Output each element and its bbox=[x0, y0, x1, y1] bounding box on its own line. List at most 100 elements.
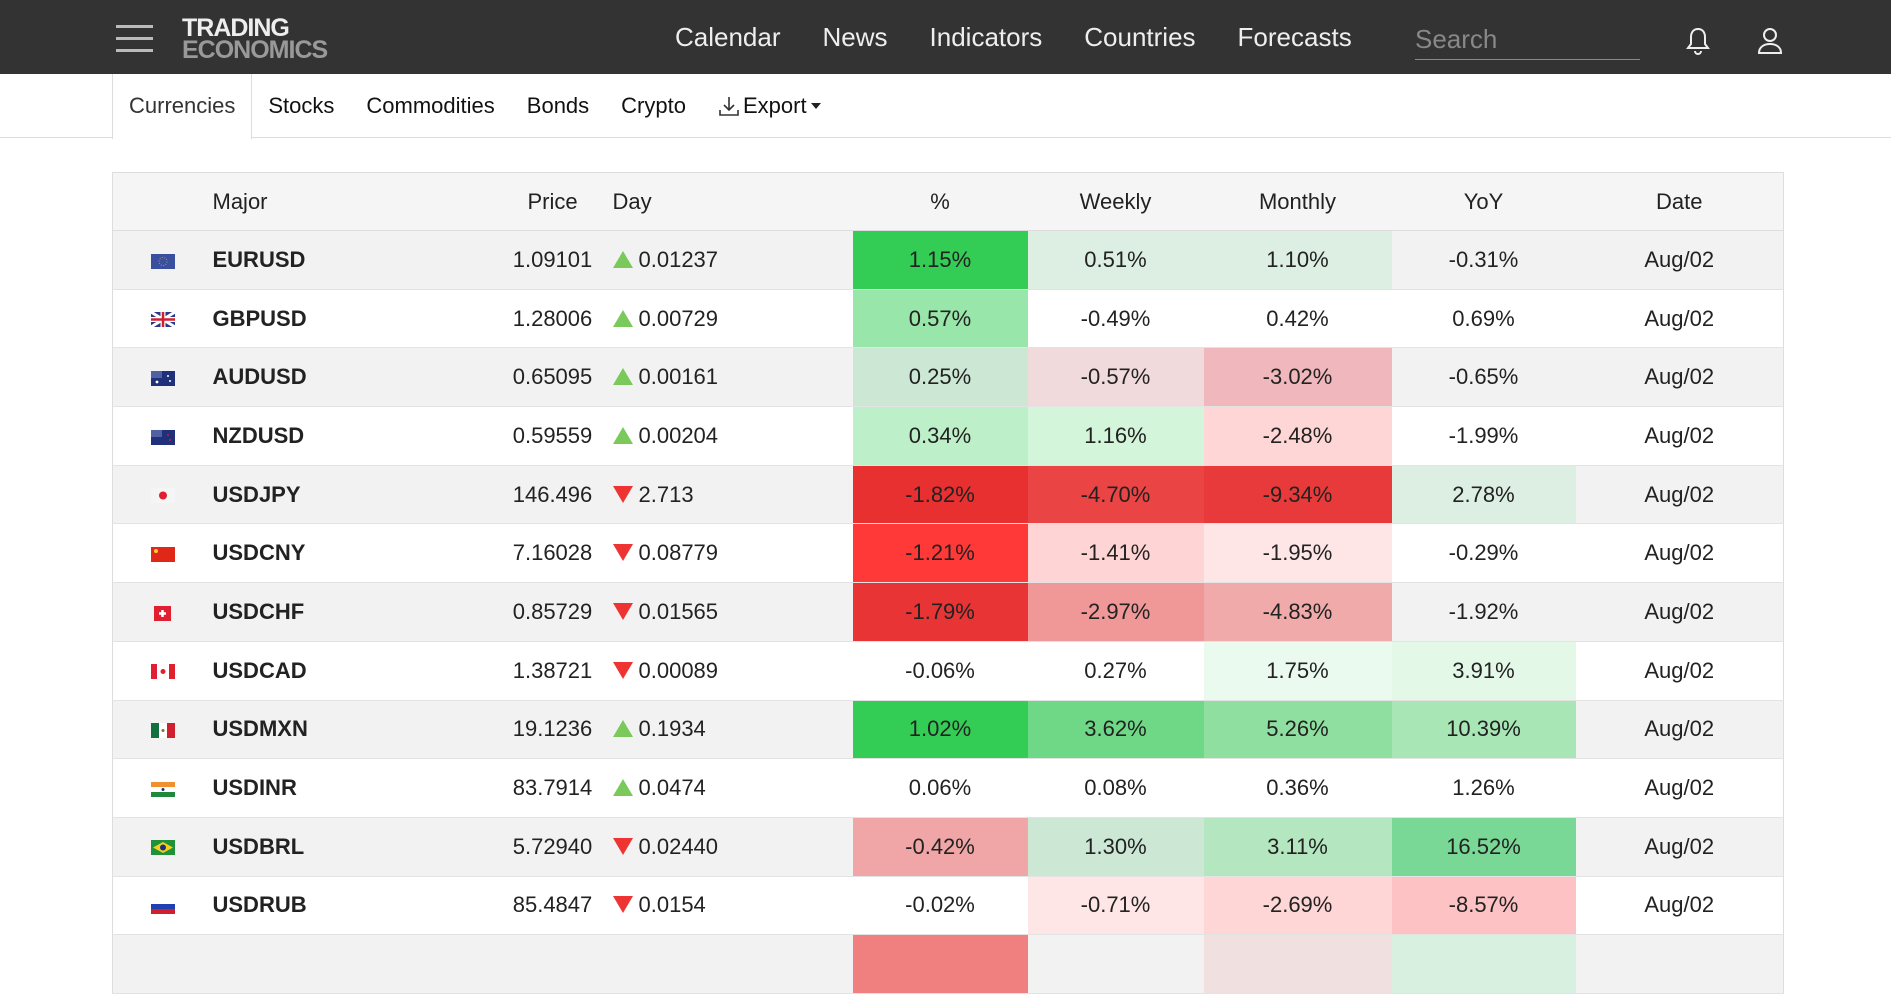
flag-icon-mx bbox=[150, 723, 175, 739]
symbol-link[interactable]: USDCNY bbox=[212, 523, 493, 584]
flag-icon-in bbox=[150, 781, 175, 797]
flag-icon-ch bbox=[153, 605, 171, 621]
pct-change: -1.21% bbox=[852, 523, 1028, 584]
day-change: 0.00089 bbox=[638, 657, 719, 683]
symbol-link[interactable]: USDCHF bbox=[212, 582, 493, 642]
bell-icon[interactable] bbox=[1685, 26, 1711, 56]
top-bar: TRADING ECONOMICS Calendar News Indicator… bbox=[0, 0, 1891, 74]
date: Aug/02 bbox=[1575, 465, 1784, 525]
arrow-down-icon bbox=[612, 485, 633, 503]
tab-commodities[interactable]: Commodities bbox=[366, 92, 495, 118]
nav-forecasts[interactable]: Forecasts bbox=[1237, 21, 1352, 52]
symbol-link[interactable]: GBPUSD bbox=[212, 289, 493, 349]
symbol-link[interactable]: AUDUSD bbox=[212, 347, 493, 408]
table-row[interactable]: EURUSD 1.09101 0.01237 1.15% 0.51% 1.10%… bbox=[112, 230, 1784, 290]
table-row[interactable]: USDRUB 85.4847 0.0154 -0.02% -0.71% -2.6… bbox=[112, 876, 1784, 936]
yoy-change: 10.39% bbox=[1391, 700, 1576, 760]
export-button[interactable]: Export bbox=[702, 74, 837, 138]
yoy-change: -0.29% bbox=[1391, 523, 1576, 584]
day-change: 0.00729 bbox=[638, 305, 719, 331]
table-row[interactable]: USDMXN 19.1236 0.1934 1.02% 3.62% 5.26% … bbox=[112, 700, 1784, 760]
weekly-change: 0.51% bbox=[1027, 230, 1204, 290]
col-price[interactable]: Price bbox=[492, 172, 613, 231]
tab-currencies[interactable]: Currencies bbox=[112, 73, 253, 139]
date: Aug/02 bbox=[1575, 876, 1784, 936]
yoy-change: -1.92% bbox=[1391, 582, 1576, 642]
pct-change: 0.34% bbox=[852, 406, 1028, 466]
symbol-link[interactable]: USDCAD bbox=[212, 641, 493, 701]
weekly-change: -2.97% bbox=[1027, 582, 1204, 642]
nav-calendar[interactable]: Calendar bbox=[675, 21, 781, 52]
arrow-up-icon bbox=[612, 309, 633, 327]
pct-change: 0.06% bbox=[852, 758, 1028, 818]
symbol-link[interactable]: USDRUB bbox=[212, 876, 493, 936]
col-major[interactable]: Major bbox=[212, 172, 493, 231]
pct-change: -1.79% bbox=[852, 582, 1028, 642]
tab-stocks[interactable]: Stocks bbox=[268, 92, 335, 118]
nav-countries[interactable]: Countries bbox=[1084, 21, 1196, 52]
price: 1.28006 bbox=[492, 289, 613, 349]
price: 0.65095 bbox=[492, 347, 613, 408]
arrow-down-icon bbox=[612, 544, 633, 562]
search-input[interactable] bbox=[1415, 24, 1640, 60]
price: 0.59559 bbox=[492, 406, 613, 466]
nav-indicators[interactable]: Indicators bbox=[929, 21, 1043, 52]
symbol-link[interactable]: USDBRL bbox=[212, 817, 493, 877]
col-date[interactable]: Date bbox=[1575, 172, 1784, 231]
yoy-change: -1.99% bbox=[1391, 406, 1576, 466]
symbol-link[interactable]: USDMXN bbox=[212, 700, 493, 760]
download-icon bbox=[719, 96, 739, 116]
tab-crypto[interactable]: Crypto bbox=[621, 92, 686, 118]
pct-change: -0.06% bbox=[852, 641, 1028, 701]
monthly-change: 0.36% bbox=[1203, 758, 1392, 818]
symbol-link[interactable]: USDJPY bbox=[212, 465, 493, 525]
tab-bonds[interactable]: Bonds bbox=[526, 92, 590, 118]
col-pct[interactable]: % bbox=[852, 172, 1028, 231]
price: 0.85729 bbox=[492, 582, 613, 642]
col-monthly[interactable]: Monthly bbox=[1203, 172, 1392, 231]
monthly-change: -1.95% bbox=[1203, 523, 1392, 584]
price: 85.4847 bbox=[492, 876, 613, 936]
arrow-up-icon bbox=[612, 720, 633, 738]
arrow-down-icon bbox=[612, 896, 633, 914]
table-row[interactable]: AUDUSD 0.65095 0.00161 0.25% -0.57% -3.0… bbox=[112, 347, 1784, 408]
menu-icon[interactable] bbox=[116, 25, 153, 52]
price: 7.16028 bbox=[492, 523, 613, 584]
pct-change: -0.02% bbox=[852, 876, 1028, 936]
monthly-change: -2.69% bbox=[1203, 876, 1392, 936]
pct-change: 1.02% bbox=[852, 700, 1028, 760]
arrow-down-icon bbox=[612, 837, 633, 855]
yoy-change: -0.65% bbox=[1391, 347, 1576, 408]
table-row[interactable]: GBPUSD 1.28006 0.00729 0.57% -0.49% 0.42… bbox=[112, 289, 1784, 349]
symbol-link[interactable]: USDINR bbox=[212, 758, 493, 818]
yoy-change: 1.26% bbox=[1391, 758, 1576, 818]
sub-nav: Currencies Stocks Commodities Bonds Cryp… bbox=[0, 73, 1891, 139]
day-change: 0.00161 bbox=[638, 364, 719, 390]
user-icon[interactable] bbox=[1757, 26, 1783, 56]
pct-change: -0.42% bbox=[852, 817, 1028, 877]
monthly-change: 1.10% bbox=[1203, 230, 1392, 290]
table-row[interactable]: USDJPY 146.496 2.713 -1.82% -4.70% -9.34… bbox=[112, 465, 1784, 525]
day-change: 2.713 bbox=[638, 481, 694, 507]
table-row[interactable]: USDCNY 7.16028 0.08779 -1.21% -1.41% -1.… bbox=[112, 523, 1784, 584]
nav-news[interactable]: News bbox=[822, 21, 888, 52]
arrow-down-icon bbox=[612, 661, 633, 679]
monthly-change: -2.48% bbox=[1203, 406, 1392, 466]
table-row[interactable]: USDCAD 1.38721 0.00089 -0.06% 0.27% 1.75… bbox=[112, 641, 1784, 701]
table-header: Major Price Day % Weekly Monthly YoY Dat… bbox=[112, 172, 1784, 231]
logo[interactable]: TRADING ECONOMICS bbox=[182, 14, 328, 64]
symbol-link[interactable]: NZDUSD bbox=[212, 406, 493, 466]
weekly-change: 0.08% bbox=[1027, 758, 1204, 818]
table-row[interactable]: USDINR 83.7914 0.0474 0.06% 0.08% 0.36% … bbox=[112, 758, 1784, 818]
weekly-change: 3.62% bbox=[1027, 700, 1204, 760]
monthly-change: -4.83% bbox=[1203, 582, 1392, 642]
symbol-link[interactable]: EURUSD bbox=[212, 230, 493, 290]
col-yoy[interactable]: YoY bbox=[1391, 172, 1576, 231]
table-row[interactable]: USDBRL 5.72940 0.02440 -0.42% 1.30% 3.11… bbox=[112, 817, 1784, 877]
table-row[interactable]: NZDUSD 0.59559 0.00204 0.34% 1.16% -2.48… bbox=[112, 406, 1784, 466]
col-weekly[interactable]: Weekly bbox=[1027, 172, 1204, 231]
weekly-change: -4.70% bbox=[1027, 465, 1204, 525]
currency-table: Major Price Day % Weekly Monthly YoY Dat… bbox=[112, 172, 1784, 994]
table-row[interactable]: USDCHF 0.85729 0.01565 -1.79% -2.97% -4.… bbox=[112, 582, 1784, 642]
col-day[interactable]: Day bbox=[612, 172, 853, 231]
